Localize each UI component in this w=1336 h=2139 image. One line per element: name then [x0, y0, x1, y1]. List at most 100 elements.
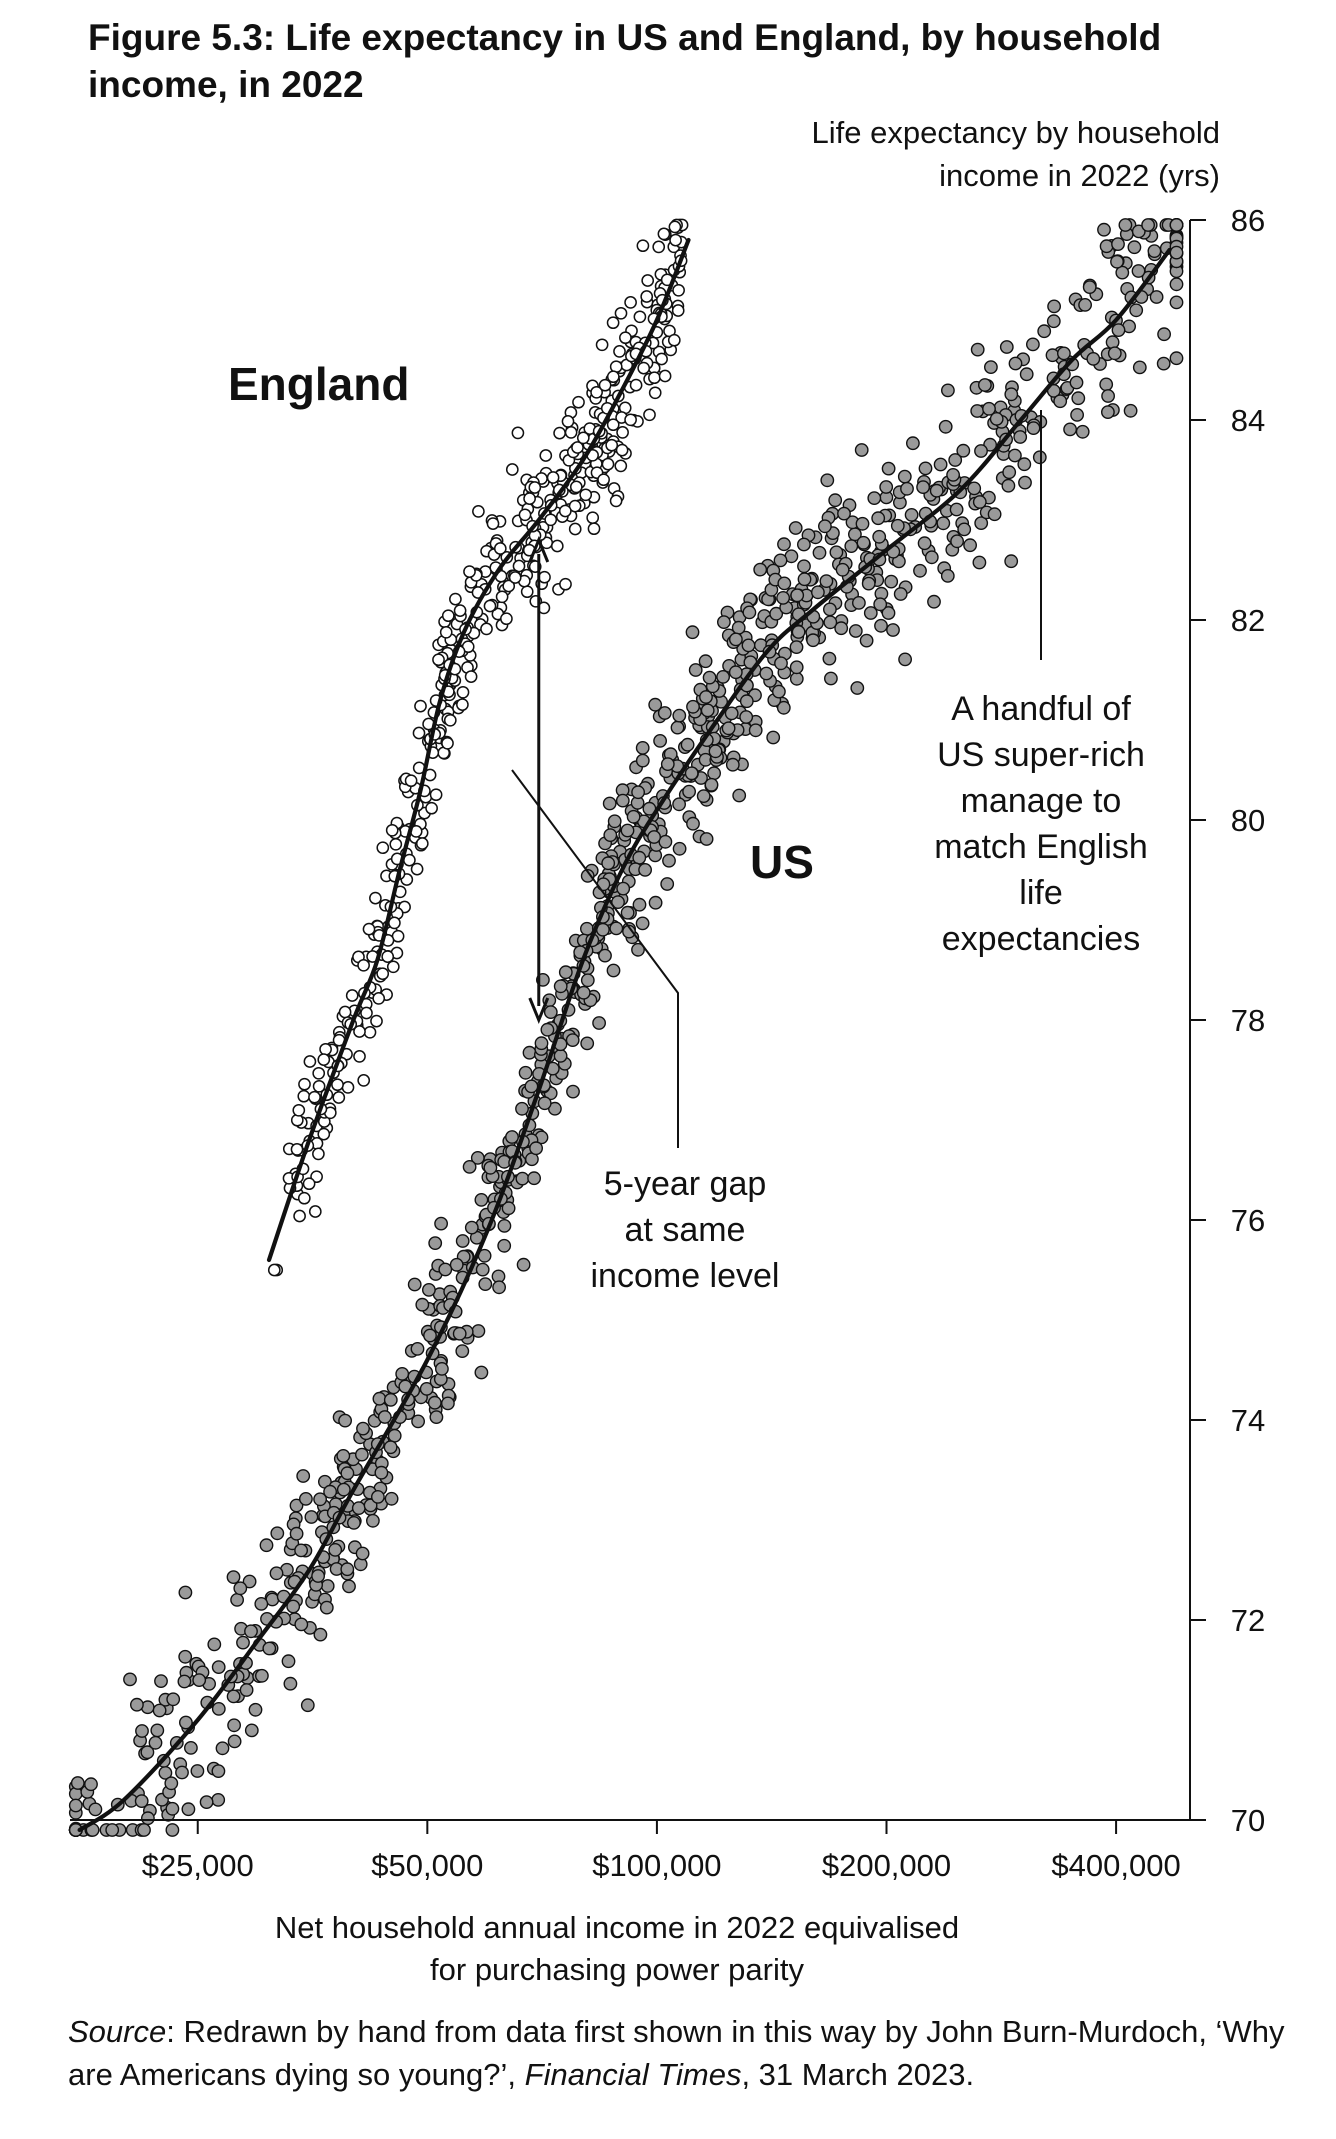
- us-data-point: [1004, 554, 1019, 569]
- super-rich-text-line-5: life: [1019, 874, 1062, 912]
- y-tick-label: 72: [1231, 1603, 1265, 1638]
- us-data-point: [576, 985, 591, 1000]
- us-data-point: [372, 1391, 387, 1406]
- us-data-point: [620, 905, 635, 920]
- us-data-point: [518, 1065, 533, 1080]
- england-data-point: [386, 960, 400, 974]
- chart: $25,000 $50,000 $100,000 $200,000 $400,000 70…: [68, 115, 1265, 1987]
- us-data-point: [890, 518, 905, 533]
- us-data-point: [823, 602, 837, 617]
- us-data-point: [704, 777, 719, 792]
- us-data-point: [828, 493, 843, 508]
- england-data-point: [648, 371, 661, 385]
- us-data-point: [741, 638, 756, 653]
- us-data-point: [70, 1776, 85, 1790]
- us-data-point: [812, 545, 827, 560]
- england-data-point: [523, 492, 536, 505]
- us-data-point: [1045, 348, 1060, 363]
- us-data-point: [320, 1579, 335, 1593]
- us-data-point: [616, 881, 631, 896]
- us-data-point: [874, 618, 888, 633]
- us-data-point: [1131, 264, 1146, 278]
- us-data-point: [289, 1498, 304, 1513]
- england-data-point: [370, 1014, 383, 1028]
- england-data-point: [389, 837, 403, 851]
- us-data-point: [1115, 265, 1130, 280]
- england-data-point: [302, 1177, 316, 1191]
- us-data-point: [1169, 277, 1184, 292]
- us-data-point: [419, 1382, 434, 1396]
- us-data-point: [565, 1033, 580, 1048]
- us-data-point: [631, 942, 645, 957]
- us-data-point: [777, 537, 791, 552]
- us-data-point: [1105, 335, 1120, 350]
- us-data-point: [580, 973, 595, 988]
- england-data-point: [483, 599, 497, 613]
- us-data-point: [1169, 295, 1184, 310]
- us-data-point: [660, 877, 675, 891]
- us-data-point: [365, 1513, 380, 1528]
- us-data-point: [355, 1546, 370, 1561]
- us-data-point: [844, 539, 859, 553]
- us-data-point: [672, 841, 687, 856]
- us-data-point: [452, 1326, 467, 1341]
- us-data-point: [370, 1490, 385, 1504]
- england-data-point: [614, 459, 628, 473]
- us-data-point: [84, 1777, 98, 1792]
- us-data-point: [1026, 421, 1041, 435]
- source-publication: Financial Times: [524, 2057, 742, 2092]
- us-data-point: [1047, 299, 1062, 314]
- us-data-point: [626, 809, 641, 824]
- us-data-point: [835, 562, 850, 577]
- england-data-point: [657, 227, 671, 241]
- us-data-point: [829, 545, 844, 560]
- us-data-point: [702, 670, 717, 685]
- england-data-point: [303, 1055, 317, 1068]
- us-data-point: [596, 877, 611, 892]
- y-tick-label: 86: [1231, 203, 1265, 238]
- us-data-point: [377, 1410, 392, 1424]
- us-data-point: [632, 850, 647, 865]
- us-data-point: [850, 681, 865, 695]
- us-data-point: [898, 652, 912, 667]
- us-data-point: [918, 461, 933, 476]
- us-data-point: [140, 1811, 155, 1826]
- us-data-point: [946, 467, 960, 482]
- us-data-point: [729, 632, 743, 647]
- us-data-point: [259, 1538, 274, 1553]
- england-data-point: [624, 296, 637, 309]
- us-data-point: [789, 671, 804, 686]
- us-data-point: [598, 948, 612, 963]
- england-data-point: [385, 823, 399, 837]
- england-data-point: [613, 345, 626, 358]
- england-data-point: [308, 1090, 321, 1104]
- y-axis-label-line-2: income in 2022 (yrs): [939, 158, 1220, 193]
- england-data-point: [495, 590, 509, 604]
- us-data-point: [1004, 387, 1019, 402]
- us-data-point: [852, 596, 866, 610]
- us-data-point: [497, 1238, 512, 1253]
- england-data-point: [332, 1091, 346, 1104]
- us-data-point: [1169, 245, 1184, 260]
- y-tick-label: 78: [1231, 1003, 1265, 1038]
- us-data-point: [924, 550, 939, 565]
- us-data-point: [328, 1543, 343, 1557]
- gap-arrow-head-bottom: [528, 997, 550, 1024]
- us-data-point: [244, 1624, 258, 1639]
- us-data-point: [682, 784, 696, 799]
- us-data-point: [622, 924, 636, 939]
- us-data-point: [470, 1151, 485, 1165]
- us-data-point: [1026, 337, 1040, 352]
- us-data-point: [635, 916, 650, 931]
- us-data-point: [819, 574, 834, 588]
- us-data-point: [1070, 407, 1085, 422]
- england-data-point: [669, 233, 682, 247]
- us-data-point: [632, 897, 647, 912]
- england-data-point: [376, 841, 390, 855]
- england-data-point: [633, 310, 647, 324]
- us-data-point: [178, 1585, 193, 1600]
- us-data-point: [1147, 244, 1162, 259]
- gap-annotation: [511, 536, 679, 1148]
- us-data-point: [660, 757, 675, 771]
- england-data-point: [500, 612, 513, 626]
